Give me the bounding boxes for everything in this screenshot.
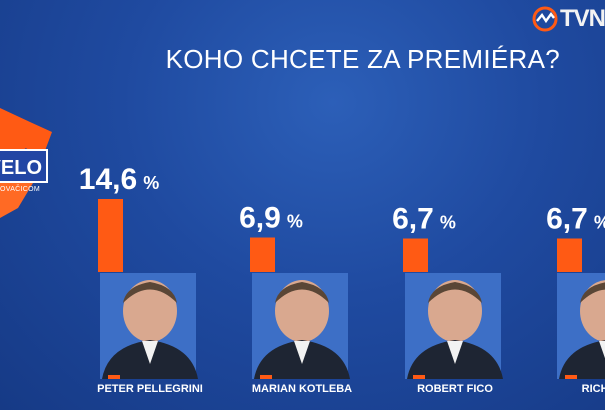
data-label: 6,7% (392, 203, 456, 236)
portrait-face (123, 280, 177, 342)
portrait-collar (142, 341, 158, 364)
orange-accent-tab (108, 375, 120, 379)
data-label: 6,9% (239, 202, 303, 235)
category-label: MARIAN KOTLEBA (252, 383, 352, 395)
portrait-collar (294, 341, 310, 364)
portrait-collar (447, 341, 463, 364)
category-label: RICHARD (582, 383, 605, 395)
orange-accent-tab (413, 375, 425, 379)
data-label: 6,7% (546, 203, 605, 236)
portrait-hair (580, 282, 605, 303)
poll-title: KOHO CHCETE ZA PREMIÉRA? (165, 44, 560, 74)
brand-subtext: OVAČICOM (0, 186, 40, 193)
category-label: PETER PELLEGRINI (97, 383, 203, 395)
data-label-unit: % (440, 213, 456, 233)
bar (98, 199, 123, 272)
candidate-portrait-icon (254, 280, 350, 379)
data-label-value: 6,7 (392, 203, 434, 236)
data-label-value: 6,7 (546, 203, 588, 236)
bar (250, 237, 275, 272)
portrait-suit (559, 340, 605, 379)
portrait-hair (428, 282, 482, 303)
tvn-logo-text: TVN (560, 5, 605, 32)
bar (403, 238, 428, 272)
orange-accent-tab (565, 375, 577, 379)
data-label-value: 6,9 (239, 202, 281, 235)
portrait-face (428, 280, 482, 342)
bar (557, 238, 582, 272)
data-label-unit: % (287, 212, 303, 232)
data-label-unit: % (143, 173, 159, 193)
candidate-portrait-icon (407, 280, 503, 379)
data-label-value: 14,6 (79, 163, 137, 196)
data-label-unit: % (594, 213, 605, 233)
data-label: 14,6% (79, 163, 159, 196)
portrait-face (275, 280, 329, 342)
candidate-portrait-icon (559, 280, 605, 379)
category-label: ROBERT FICO (417, 383, 493, 395)
portrait-hair (123, 282, 177, 303)
portrait-hair (275, 282, 329, 303)
orange-accent-tab (260, 375, 272, 379)
tvn-logo: TVN (532, 5, 605, 32)
portrait-collar (599, 341, 605, 359)
tvn-logo-mark-icon (532, 6, 558, 32)
brand-badge: VELO (0, 149, 48, 183)
candidate-portrait-icon (102, 280, 198, 379)
